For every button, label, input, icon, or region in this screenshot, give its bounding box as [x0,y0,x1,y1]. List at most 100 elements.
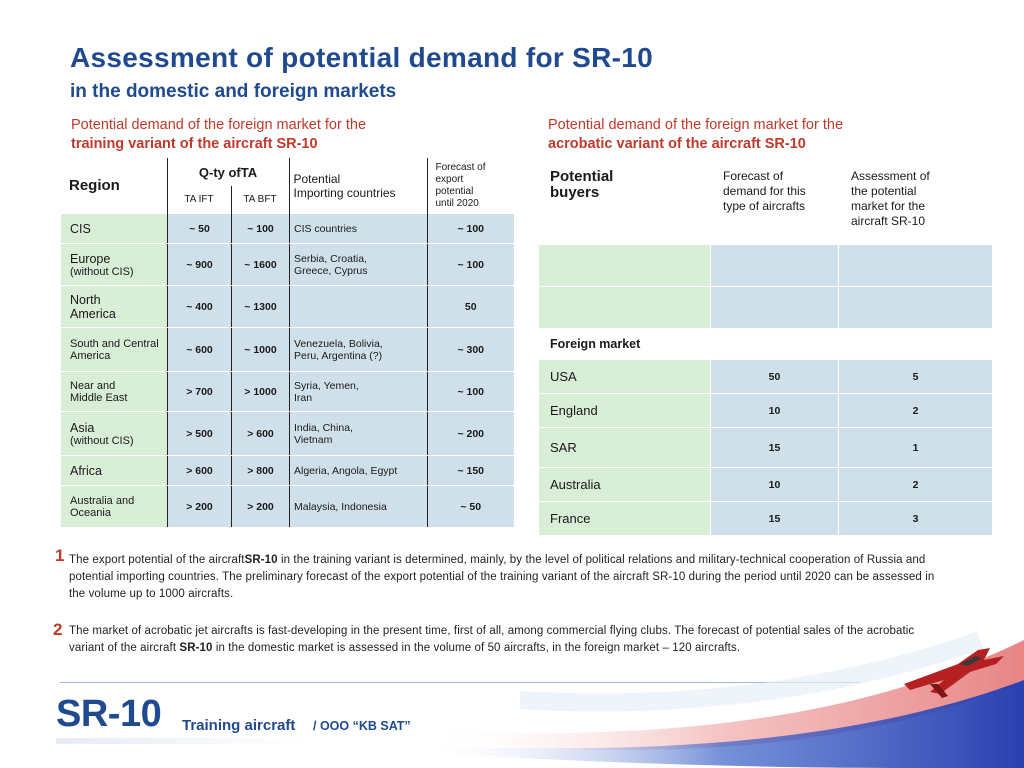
table-row: France 15 3 [538,501,993,536]
acrobatic-demand-table: Potential buyers Forecast of demand for … [538,158,993,536]
table-row: North America ~ 400 ~ 1300 50 [60,285,514,328]
forecast-cell: ~ 150 [427,455,514,486]
page-title: Assessment of potential demand for SR-10 [70,42,654,73]
header-forecast-demand: Forecast of demand for this type of airc… [710,158,839,245]
table-row: Near and Middle East > 700 > 1000 Syria, Yem… [60,371,514,412]
training-demand-body: CIS ~ 50 ~ 100 CIS countries ~ 100 Europe (wit… [60,213,514,528]
assessment-cell: 5 [838,359,993,394]
buyer-cell: SAR [538,427,711,468]
table-row: SAR 15 1 [538,427,993,468]
ta-bft-cell: ~ 1000 [231,327,290,372]
region-cell: Asia (without CIS) [60,411,168,456]
note-paragraph-1: The export potential of the aircraftSR-1… [69,554,935,600]
assessment-cell: 2 [838,467,993,502]
forecast-demand-cell: 50 [710,359,839,394]
forecast-demand-cell: 10 [710,467,839,502]
countries-cell: Syria, Yemen, Iran [289,371,428,412]
ta-bft-cell: > 800 [231,455,290,486]
header-region: Region [60,158,168,213]
header-forecast: Forecast of export potential until 2020 [427,158,513,213]
table-row: South and Central America ~ 600 ~ 1000 Venez… [60,327,514,372]
ta-bft-cell: ~ 1600 [231,243,290,286]
countries-cell: India, China, Vietnam [289,411,428,456]
training-demand-table: Region Q-ty ofTA Potential Importing cou… [60,158,513,213]
footer-product: Training aircraft [182,717,296,734]
header-qty: Q-ty ofTA [167,158,290,186]
ta-bft-cell: > 600 [231,411,290,456]
ta-bft-cell: > 1000 [231,371,290,412]
header-ta-ift: TA IFT [167,186,232,213]
forecast-cell: ~ 100 [427,371,514,412]
buyer-cell: France [538,501,711,536]
acrobatic-caption: Potential demand of the foreign market f… [548,116,843,154]
ta-ift-cell: ~ 50 [167,213,232,244]
assessment-cell: 3 [838,501,993,536]
footer-bar [56,738,306,744]
table-row [538,286,993,329]
note-number-2: 2 [53,620,63,639]
acrobatic-caption-line2: acrobatic variant of the aircraft SR-10 [548,136,806,152]
forecast-cell: ~ 200 [427,411,514,456]
ta-ift-cell: > 500 [167,411,232,456]
note-paragraph-2: The market of acrobatic jet aircrafts is… [69,625,915,654]
decorative-swoosh [420,631,1024,768]
ta-ift-cell: > 200 [167,485,232,528]
training-caption-line1: Potential demand of the foreign market f… [71,117,367,133]
region-cell: North America [60,285,168,328]
countries-cell: Algeria, Angola, Egypt [289,455,428,486]
ta-bft-cell: ~ 1300 [231,285,290,328]
foreign-market-label: Foreign market [538,328,993,360]
ta-ift-cell: ~ 400 [167,285,232,328]
countries-cell: Serbia, Croatia, Greece, Cyprus [289,243,428,286]
region-cell: Australia and Oceania [60,485,168,528]
training-caption-line2: training variant of the aircraft SR-10 [71,136,318,152]
table-row [538,244,993,287]
region-cell: South and Central America [60,327,168,372]
ta-ift-cell: > 600 [167,455,232,486]
header-ta-bft: TA BFT [231,186,290,213]
forecast-cell: ~ 100 [427,243,514,286]
region-cell: CIS [60,213,168,244]
ta-ift-cell: ~ 900 [167,243,232,286]
aircraft-icon [904,648,1004,698]
footer-logo: SR-10 [56,693,162,735]
ta-ift-cell: > 700 [167,371,232,412]
assessment-cell: 1 [838,427,993,468]
page-subtitle: in the domestic and foreign markets [70,81,397,102]
note-number-1: 1 [55,546,65,565]
countries-cell: Venezuela, Bolivia, Peru, Argentina (?) [289,327,428,372]
table-row: England 10 2 [538,393,993,428]
forecast-cell: ~ 50 [427,485,514,528]
region-cell: Near and Middle East [60,371,168,412]
divider [60,682,860,683]
buyer-cell: England [538,393,711,428]
region-cell: Europe (without CIS) [60,243,168,286]
table-row: Africa > 600 > 800 Algeria, Angola, Egypt ~ … [60,455,514,486]
training-caption: Potential demand of the foreign market f… [71,116,366,154]
acrobatic-caption-line1: Potential demand of the foreign market f… [548,117,844,133]
countries-cell: CIS countries [289,213,428,244]
header-potential-buyers: Potential buyers [538,158,711,245]
ta-ift-cell: ~ 600 [167,327,232,372]
buyer-cell: USA [538,359,711,394]
table-row: Europe (without CIS) ~ 900 ~ 1600 Serbia, Cr… [60,243,514,286]
countries-cell [289,285,428,328]
table-row: Australia 10 2 [538,467,993,502]
forecast-demand-cell: 15 [710,427,839,468]
buyer-cell: Australia [538,467,711,502]
header-assessment: Assessment of the potential market for t… [838,158,993,245]
forecast-cell: 50 [427,285,514,328]
header-potential: Potential Importing countries [289,158,428,213]
region-cell: Africa [60,455,168,486]
countries-cell: Malaysia, Indonesia [289,485,428,528]
table-row: USA 50 5 [538,359,993,394]
forecast-cell: ~ 300 [427,327,514,372]
forecast-demand-cell: 10 [710,393,839,428]
forecast-demand-cell: 15 [710,501,839,536]
table-row: Asia (without CIS) > 500 > 600 India, China,… [60,411,514,456]
forecast-cell: ~ 100 [427,213,514,244]
ta-bft-cell: > 200 [231,485,290,528]
ta-bft-cell: ~ 100 [231,213,290,244]
table-row: Australia and Oceania > 200 > 200 Malaysia, … [60,485,514,528]
footer-organization: / OOO “KB SAT” [313,719,411,733]
